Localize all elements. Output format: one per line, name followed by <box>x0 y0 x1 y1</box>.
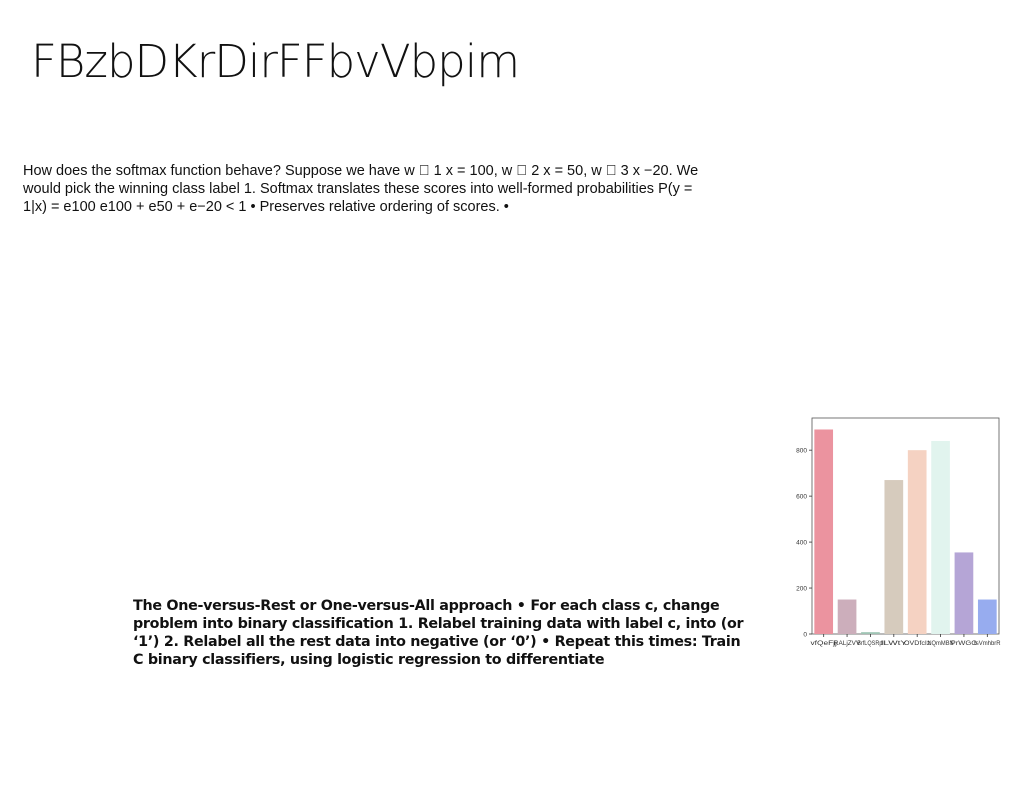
bar-BrfLQSRpl <box>861 632 880 634</box>
softmax-paragraph: How does the softmax function behave? Su… <box>23 163 699 215</box>
bar-vfQeFjj <box>814 429 834 634</box>
y-tick-label: 800 <box>796 448 807 455</box>
x-tick-label: PrWGG <box>951 641 978 647</box>
bar-chart-svg: 0 200 400 600 800 vfQeFjjRALjZVVBrfLQSRplILWt… <box>796 417 1001 647</box>
y-tick-label: 0 <box>803 632 807 639</box>
x-tick-label: ILWtY <box>881 641 907 647</box>
x-tick-label: vfQeFjj <box>811 641 837 647</box>
y-tick-label: 400 <box>796 540 807 547</box>
bar-RALjZVV <box>837 599 857 634</box>
bar-chart: 0 200 400 600 800 vfQeFjj RALjZVV BrfLQSRpl ILWt… <box>784 414 1006 652</box>
x-tick-label: BrfLQSRpl <box>857 641 883 647</box>
x-tick-label: tsVmhbrR <box>974 641 1001 647</box>
x-tick-label: OVDfcIz <box>904 641 930 647</box>
y-tick-label: 200 <box>796 586 807 593</box>
bar-NQmMBN <box>931 440 950 634</box>
bar-OVDfcIz <box>907 450 927 634</box>
one-vs-rest-paragraph: The One-versus-Rest or One-versus-All ap… <box>133 598 744 668</box>
slide-title: FBzbDKrDirFFbvVbpim <box>31 35 520 88</box>
bar-tsVmhbrR <box>977 599 997 634</box>
bar-PrWGG <box>954 552 974 634</box>
plot-frame <box>811 417 1000 635</box>
x-tick-label: RALjZVV <box>834 641 860 647</box>
bar-ILWtY <box>884 480 904 634</box>
x-tick-label: NQmMBN <box>927 641 953 647</box>
y-tick-label: 600 <box>796 494 807 501</box>
